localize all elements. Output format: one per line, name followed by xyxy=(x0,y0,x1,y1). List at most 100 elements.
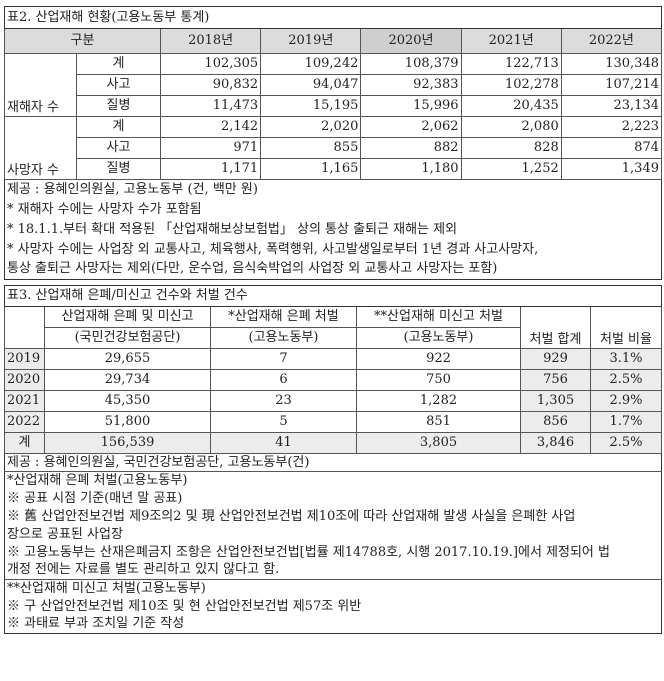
table-row: 사고 90,832 94,047 92,383 102,278 107,214 xyxy=(5,74,663,96)
value-cell: 29,655 xyxy=(44,348,211,370)
value-cell: 102,278 xyxy=(460,74,562,96)
value-cell: 3,846 xyxy=(520,432,591,454)
value-cell: 851 xyxy=(356,411,521,433)
value-cell: 1,349 xyxy=(560,158,663,180)
note-row: **산업재해 미신고 처벌(고용노동부) xyxy=(4,579,662,598)
table-title: 표2. 산업재해 현황(고용노동부 통계) xyxy=(4,6,662,29)
value-cell: 130,348 xyxy=(560,53,663,75)
value-cell: 2.9% xyxy=(590,390,662,412)
value-cell: 1,165 xyxy=(260,158,362,180)
footnote: * 사망자 수에는 사업장 외 교통사고, 체육행사, 폭력행위, 사고발생일로… xyxy=(7,241,539,257)
note-row: ※ 과태료 부과 조치일 기준 작성 xyxy=(5,616,662,634)
table-row: 사고 971 855 882 828 874 xyxy=(5,137,663,159)
source-note: 제공 : 용혜인의원실, 국민건강보험공단, 고용노동부(건) xyxy=(4,453,662,472)
value-cell: 92,383 xyxy=(360,74,462,96)
value-cell: 2.5% xyxy=(590,432,662,454)
table-title: 표3. 산업재해 은폐/미신고 건수와 처벌 건수 xyxy=(4,285,662,307)
value-cell: 1,282 xyxy=(356,390,521,412)
row-label: 계 xyxy=(76,53,161,75)
table-concealment-penalties: 표3. 산업재해 은폐/미신고 건수와 처벌 건수 산업재해 은폐 및 미신고 *산… xyxy=(4,285,662,634)
column-header: 처벌 합계 xyxy=(520,306,591,349)
table-title-row: 표3. 산업재해 은폐/미신고 건수와 처벌 건수 xyxy=(4,285,662,307)
column-header: 2021년 xyxy=(460,28,562,54)
value-cell: 2.5% xyxy=(590,369,662,391)
table-row: 2019 29,655 7 922 929 3.1% xyxy=(4,348,662,370)
value-cell: 102,305 xyxy=(159,53,262,75)
column-header: (고용노동부) xyxy=(210,327,357,349)
value-cell: 11,473 xyxy=(159,95,262,117)
value-cell: 90,832 xyxy=(159,74,262,96)
footnote: 장으로 공표된 사업장 xyxy=(7,526,123,542)
footnote: ※ 舊 산업안전보건법 제9조의2 및 現 산업안전보건법 제10조에 따라 산… xyxy=(7,508,576,524)
table-row: 질병 11,473 15,195 15,996 20,435 23,134 xyxy=(5,95,663,117)
value-cell: 41 xyxy=(210,432,357,454)
value-cell: 15,996 xyxy=(360,95,462,117)
value-cell: 122,713 xyxy=(460,53,562,75)
footnote: * 18.1.1.부터 확대 적용된 「산업재해보상보험법」 상의 통상 출퇴근… xyxy=(7,221,458,237)
value-cell: 2,223 xyxy=(560,116,663,138)
column-header: 2022년 xyxy=(560,28,663,54)
row-label: 질병 xyxy=(76,95,161,117)
table-row: 2022 51,800 5 851 856 1.7% xyxy=(4,411,662,433)
value-cell: 828 xyxy=(460,137,562,159)
column-header: 산업재해 은폐 및 미신고 xyxy=(44,306,211,328)
note-row: 제공 : 용혜인의원실, 국민건강보험공단, 고용노동부(건) xyxy=(4,453,662,472)
column-header: (고용노동부) xyxy=(356,327,521,349)
row-label: 2022 xyxy=(4,411,45,433)
row-label: 2020 xyxy=(4,369,45,391)
table-header-row: 구분 2018년 2019년 2020년 2021년 2022년 xyxy=(4,28,663,54)
column-header: 2018년 xyxy=(159,28,262,54)
table-title-row: 표2. 산업재해 현황(고용노동부 통계) xyxy=(4,6,662,29)
value-cell: 107,214 xyxy=(560,74,663,96)
footnote: 통상 출퇴근 사망자는 제외(다만, 운수업, 음식숙박업의 사업장 외 교통사… xyxy=(7,261,498,277)
value-cell: 922 xyxy=(356,348,521,370)
value-cell: 156,539 xyxy=(44,432,211,454)
table-row: 사망자 수 계 2,142 2,020 2,062 2,080 2,223 xyxy=(4,116,663,180)
footnote: 제공 : 용혜인의원실, 고용노동부 (건, 백만 원) xyxy=(4,179,662,200)
value-cell: 23,134 xyxy=(560,95,663,117)
note-row: * 재해자 수에는 사망자 수가 포함됨 xyxy=(5,200,662,220)
value-cell: 2,062 xyxy=(360,116,462,138)
column-header: 처벌 비율 xyxy=(590,306,662,349)
footnote: 개정 전에는 자료를 별도 관리하고 있지 않다고 함. xyxy=(7,562,280,578)
column-header: *산업재해 은폐 처벌 xyxy=(210,306,357,328)
footnote: ※ 고용노동부는 산재은폐금지 조항은 산업안전보건법[법률 제14788호, … xyxy=(7,544,610,560)
row-label: 2021 xyxy=(4,390,45,412)
footnote: ※ 과태료 부과 조치일 기준 작성 xyxy=(7,616,185,632)
value-cell: 2,142 xyxy=(159,116,262,138)
value-cell: 882 xyxy=(360,137,462,159)
value-cell: 109,242 xyxy=(260,53,362,75)
row-label: 계 xyxy=(4,432,45,454)
value-cell: 1,171 xyxy=(159,158,262,180)
value-cell: 971 xyxy=(159,137,262,159)
value-cell: 2,020 xyxy=(260,116,362,138)
value-cell: 94,047 xyxy=(260,74,362,96)
column-header: **산업재해 미신고 처벌 xyxy=(356,306,521,328)
value-cell: 1.7% xyxy=(590,411,662,433)
table-row: 2021 45,350 23 1,282 1,305 2.9% xyxy=(4,390,662,412)
footnote: ※ 구 산업안전보건법 제10조 및 현 산업안전보건법 제57조 위반 xyxy=(7,598,362,614)
table-row: 질병 1,171 1,165 1,180 1,252 1,349 xyxy=(5,158,663,180)
value-cell: 855 xyxy=(260,137,362,159)
value-cell: 108,379 xyxy=(360,53,462,75)
value-cell: 3,805 xyxy=(356,432,521,454)
value-cell: 23 xyxy=(210,390,357,412)
value-cell: 1,252 xyxy=(460,158,562,180)
value-cell: 1,305 xyxy=(520,390,591,412)
column-header: 구분 xyxy=(4,28,161,54)
value-cell: 756 xyxy=(520,369,591,391)
value-cell: 7 xyxy=(210,348,357,370)
table-header-row: 산업재해 은폐 및 미신고 *산업재해 은폐 처벌 **산업재해 미신고 처벌 처벌 … xyxy=(4,306,662,349)
value-cell: 856 xyxy=(520,411,591,433)
value-cell: 2,080 xyxy=(460,116,562,138)
column-header: 2020년 xyxy=(360,28,462,54)
value-cell: 3.1% xyxy=(590,348,662,370)
value-cell: 6 xyxy=(210,369,357,391)
row-label: 2019 xyxy=(4,348,45,370)
row-label: 질병 xyxy=(76,158,161,180)
column-header: 2019년 xyxy=(260,28,362,54)
column-header: (국민건강보험공단) xyxy=(44,327,211,349)
footnote: **산업재해 미신고 처벌(고용노동부) xyxy=(4,579,662,598)
row-label: 계 xyxy=(76,116,161,138)
note-row: 장으로 공표된 사업장 xyxy=(5,526,662,544)
